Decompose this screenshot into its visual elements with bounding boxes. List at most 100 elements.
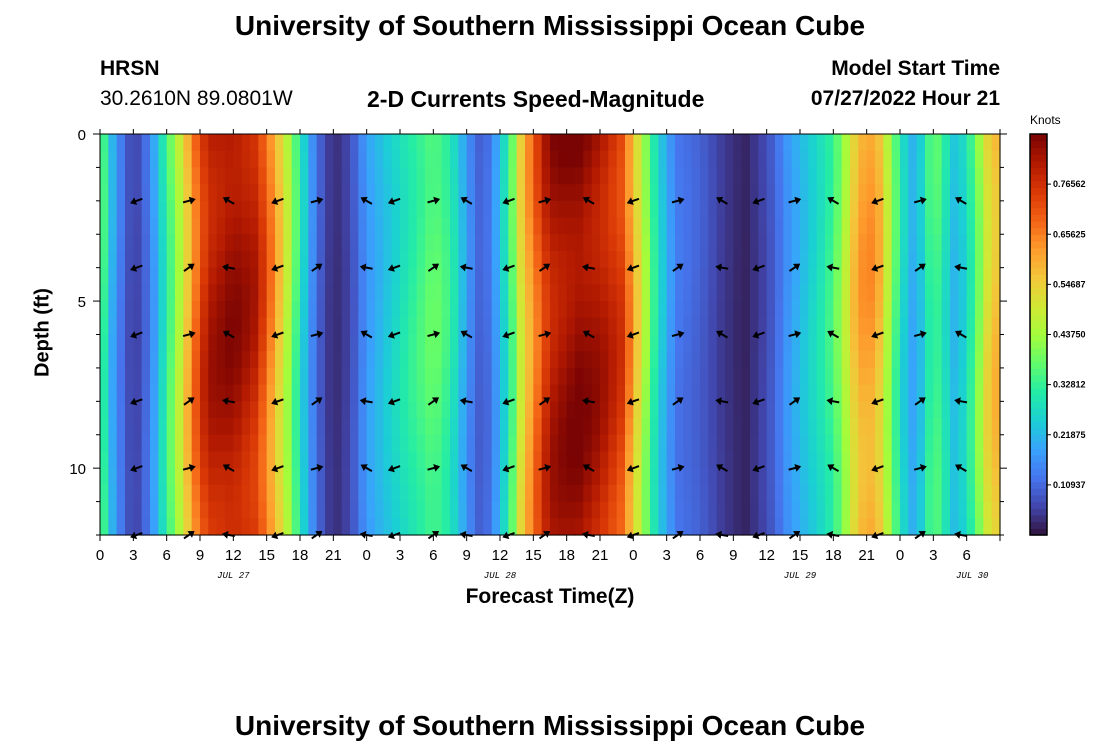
heatmap-cell (758, 200, 768, 219)
heatmap-cell (708, 351, 718, 369)
heatmap-cell (283, 317, 293, 336)
heatmap-cell (266, 284, 276, 302)
heatmap-cell (775, 284, 784, 302)
heatmap-cell (533, 401, 543, 419)
heatmap-cell (516, 518, 526, 536)
heatmap-cell (208, 518, 218, 536)
heatmap-cell (875, 434, 884, 453)
heatmap-cell (425, 267, 434, 285)
heatmap-cell (750, 434, 759, 453)
current-vector-arrow (788, 464, 802, 472)
current-vector-arrow (502, 464, 515, 473)
heatmap-cell (350, 418, 359, 436)
heatmap-cell (700, 267, 709, 285)
heatmap-cell (550, 134, 559, 152)
heatmap-cell (691, 401, 701, 419)
heatmap-cell (666, 401, 676, 419)
heatmap-cell (608, 334, 618, 352)
current-vector-arrow (310, 464, 324, 472)
heatmap-cell (266, 384, 276, 402)
heatmap-cell (816, 150, 826, 169)
heatmap-cell (675, 317, 684, 336)
heatmap-cell (858, 468, 868, 486)
colorbar-segment (1030, 260, 1047, 269)
heatmap-cell (891, 250, 901, 269)
heatmap-cell (641, 418, 651, 436)
heatmap-cell (416, 150, 426, 169)
heatmap-cell (883, 134, 893, 152)
heatmap-cell (358, 518, 368, 536)
heatmap-cell (950, 451, 959, 469)
heatmap-cell (891, 167, 901, 185)
heatmap-cell (408, 384, 418, 402)
heatmap-cell (691, 150, 701, 169)
heatmap-cell (691, 418, 701, 436)
heatmap-cell (241, 334, 251, 352)
heatmap-cell (466, 284, 476, 302)
heatmap-cells (100, 134, 1001, 536)
heatmap-cell (925, 317, 934, 336)
heatmap-cell (291, 234, 301, 252)
heatmap-cell (666, 501, 676, 519)
heatmap-cell (991, 484, 1001, 503)
heatmap-cell (991, 401, 1001, 419)
heatmap-cell (833, 484, 843, 503)
heatmap-cell (358, 167, 368, 185)
heatmap-cell (858, 184, 868, 202)
heatmap-cell (725, 367, 734, 386)
heatmap-cell (766, 167, 776, 185)
heatmap-cell (333, 334, 343, 352)
heatmap-cell (616, 384, 626, 402)
colorbar-segment (1030, 160, 1047, 169)
heatmap-cell (116, 301, 126, 319)
heatmap-cell (133, 384, 143, 402)
heatmap-cell (300, 317, 309, 336)
heatmap-cell (716, 267, 726, 285)
heatmap-cell (666, 484, 676, 503)
heatmap-cell (675, 418, 684, 436)
heatmap-cell (391, 451, 401, 469)
heatmap-cell (725, 501, 734, 519)
heatmap-cell (708, 501, 718, 519)
heatmap-cell (691, 184, 701, 202)
heatmap-cell (566, 267, 576, 285)
heatmap-cell (808, 134, 818, 152)
heatmap-cell (933, 384, 943, 402)
heatmap-cell (508, 501, 518, 519)
heatmap-cell (916, 167, 926, 185)
heatmap-cell (758, 418, 768, 436)
heatmap-cell (916, 518, 926, 536)
heatmap-cell (625, 167, 634, 185)
heatmap-cell (375, 284, 384, 302)
heatmap-cell (458, 167, 468, 185)
heatmap-cell (433, 501, 443, 519)
colorbar-segment (1030, 207, 1047, 215)
heatmap-cell (708, 317, 718, 336)
heatmap-cell (225, 367, 234, 386)
heatmap-cell (150, 451, 159, 469)
heatmap-cell (175, 234, 184, 252)
heatmap-cell (558, 267, 568, 285)
heatmap-cell (675, 451, 684, 469)
heatmap-cell (608, 518, 618, 536)
heatmap-cell (991, 468, 1001, 486)
heatmap-cell (800, 267, 809, 285)
heatmap-cell (475, 501, 484, 519)
colorbar-segment (1030, 434, 1047, 443)
heatmap-cell (883, 384, 893, 402)
heatmap-cell (166, 484, 176, 503)
heatmap-cell (616, 234, 626, 252)
heatmap-cell (758, 367, 768, 386)
heatmap-cell (158, 401, 168, 419)
heatmap-cell (641, 234, 651, 252)
heatmap-cell (966, 401, 976, 419)
heatmap-cell (341, 484, 351, 503)
heatmap-cell (200, 301, 209, 319)
heatmap-cell (691, 200, 701, 219)
heatmap-cell (808, 167, 818, 185)
heatmap-cell (616, 518, 626, 536)
heatmap-cell (400, 167, 409, 185)
heatmap-cell (408, 134, 418, 152)
heatmap-cell (916, 150, 926, 169)
heatmap-cell (758, 150, 768, 169)
